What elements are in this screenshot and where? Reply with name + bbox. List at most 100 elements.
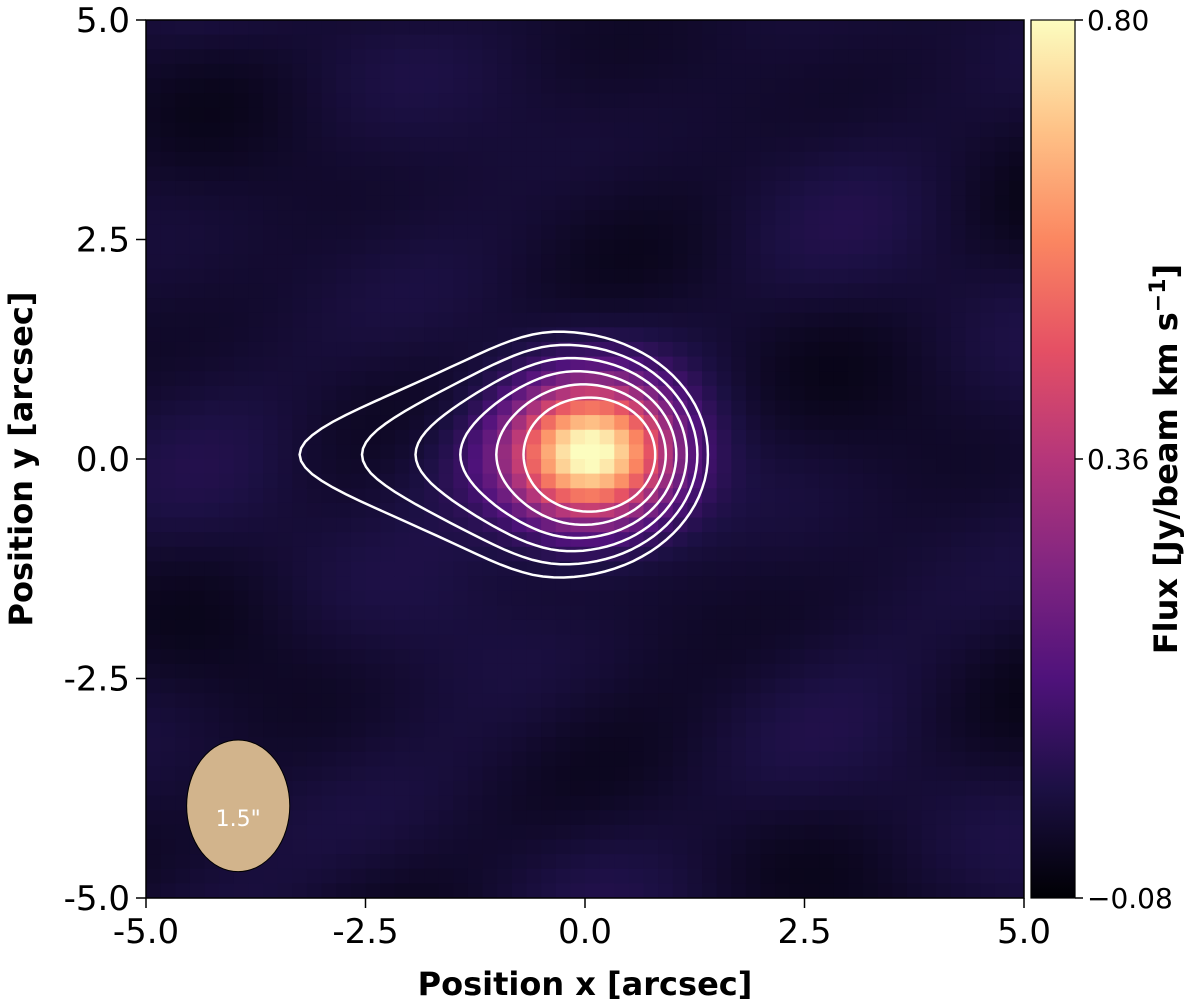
heatmap-cell [965,459,981,475]
heatmap-cell [614,839,630,855]
heatmap-cell [906,883,923,898]
heatmap-cell [146,151,162,167]
heatmap-cell [467,34,484,50]
heatmap-cell [760,49,776,65]
heatmap-cell [877,532,893,548]
heatmap-cell [892,63,908,80]
heatmap-cell [336,634,352,650]
heatmap-cell [950,766,967,782]
heatmap-cell [248,78,264,94]
heatmap-cell [189,854,206,870]
heatmap-cell [467,488,484,504]
heatmap-cell [906,868,923,884]
heatmap-cell [306,151,323,167]
heatmap-cell [789,151,806,167]
heatmap-cell [292,34,308,50]
heatmap-cell [585,78,601,94]
heatmap-cell [848,180,864,197]
heatmap-cell [672,268,689,284]
heatmap-cell [482,649,498,665]
heatmap-cell [936,824,952,841]
heatmap-cell [292,210,308,226]
heatmap-cell [541,502,557,519]
heatmap-cell [716,166,732,182]
heatmap-cell [672,107,689,124]
heatmap-cell [160,517,176,533]
heatmap-cell [1009,488,1024,504]
heatmap-cell [716,151,732,167]
heatmap-cell [892,605,908,621]
heatmap-cell [511,722,528,738]
heatmap-cell [424,634,440,650]
heatmap-cell [555,444,571,460]
heatmap-cell [160,283,176,299]
heatmap-cell [789,795,806,811]
heatmap-cell [980,239,996,255]
heatmap-cell [921,678,937,694]
heatmap-cell [482,429,498,445]
heatmap-cell [1009,78,1024,94]
heatmap-cell [687,634,703,650]
heatmap-cell [409,854,425,870]
heatmap-cell [848,122,864,138]
heatmap-cell [453,137,469,153]
heatmap-cell [819,810,835,826]
heatmap-cell [292,619,308,636]
heatmap-cell [526,780,542,797]
heatmap-cell [233,488,250,504]
heatmap-cell [409,532,425,548]
heatmap-cell [585,678,601,694]
heatmap-cell [658,590,674,606]
heatmap-cell [482,34,498,50]
heatmap-cell [233,561,250,577]
heatmap-cell [233,151,250,167]
heatmap-cell [877,49,893,65]
heatmap-cell [146,63,162,80]
heatmap-cell [555,473,571,489]
heatmap-cell [789,693,806,709]
heatmap-cell [658,883,674,898]
heatmap-cell [863,371,879,387]
heatmap-cell [350,678,367,694]
heatmap-cell [146,224,162,241]
heatmap-cell [965,473,981,489]
heatmap-cell [614,429,630,445]
heatmap-cell [950,239,967,255]
heatmap-cell [438,166,454,182]
heatmap-cell [336,400,352,416]
heatmap-cell [863,400,879,416]
heatmap-cell [921,780,937,797]
heatmap-cell [277,327,293,343]
heatmap-cell [965,268,981,284]
heatmap-cell [555,356,571,372]
heatmap-cell [306,722,323,738]
heatmap-cell [921,707,937,723]
heatmap-cell [672,751,689,767]
heatmap-cell [175,78,191,94]
heatmap-cell [365,195,381,211]
heatmap-cell [336,166,352,182]
heatmap-cell [936,195,952,211]
heatmap-cell [687,93,703,109]
heatmap-cell [526,312,542,328]
heatmap-cell [848,693,864,709]
heatmap-cell [175,166,191,182]
heatmap-cell [424,429,440,445]
heatmap-cell [175,459,191,475]
heatmap-cell [628,224,645,241]
heatmap-cell [628,824,645,841]
heatmap-cell [950,93,967,109]
y-axis: -5.0-2.50.02.55.0 [64,1,146,919]
heatmap-cell [306,137,323,153]
heatmap-cell [965,663,981,680]
heatmap-cell [789,576,806,592]
heatmap-cell [906,385,923,402]
heatmap-cell [467,473,484,489]
heatmap-cell [146,619,162,636]
heatmap-cell [424,561,440,577]
heatmap-cell [804,20,820,36]
heatmap-cell [219,78,235,94]
heatmap-cell [277,107,293,124]
heatmap-cell [760,473,776,489]
heatmap-cell [643,883,659,898]
